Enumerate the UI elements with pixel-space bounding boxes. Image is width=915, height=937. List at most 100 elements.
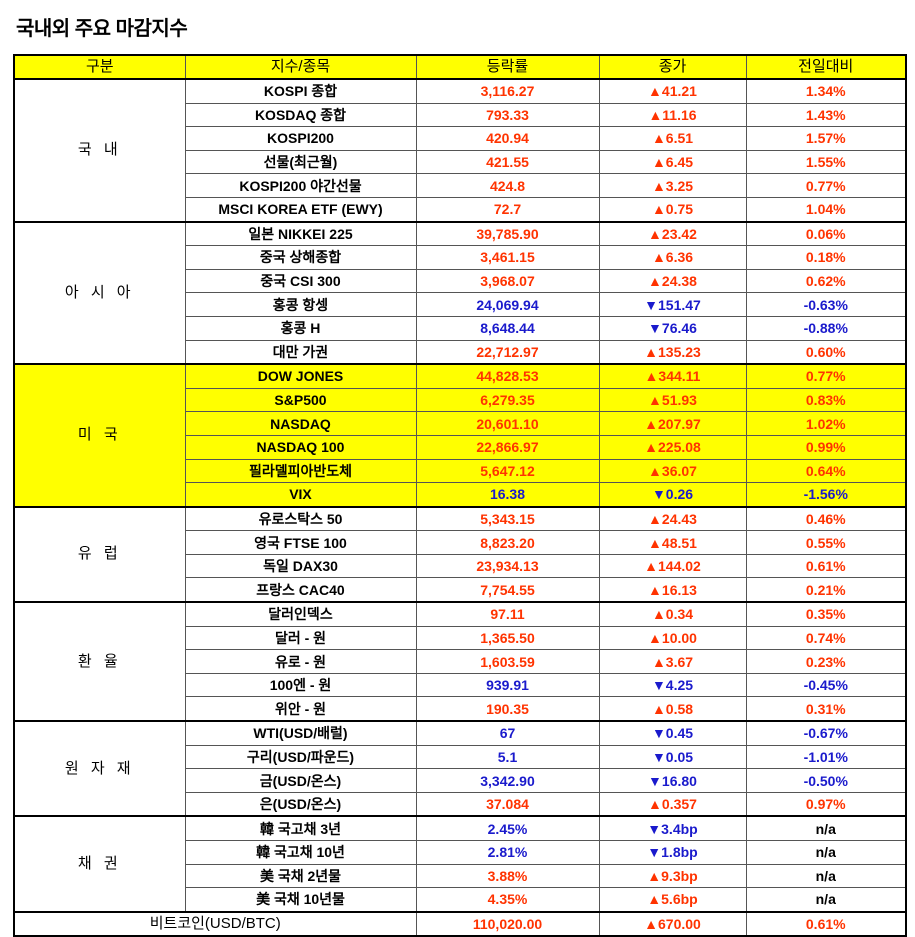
header-category: 구분 xyxy=(13,54,186,80)
index-change: ▲0.357 xyxy=(598,791,747,817)
index-value: 2.45% xyxy=(415,815,600,842)
index-change: ▲51.93 xyxy=(598,387,747,413)
index-change: ▲135.23 xyxy=(598,339,747,365)
index-change: ▲23.42 xyxy=(598,220,747,247)
table-header-row: 구분 지수/종목 등락률 종가 전일대비 xyxy=(13,54,907,80)
index-pct: -0.63% xyxy=(745,292,907,317)
index-name: 중국 CSI 300 xyxy=(184,268,417,294)
table-row: KOSDAQ 종합 793.33 ▲11.16 1.43% xyxy=(14,102,907,128)
index-value: 190.35 xyxy=(415,696,600,722)
index-value: 5,343.15 xyxy=(415,505,600,532)
index-value: 20,601.10 xyxy=(415,411,600,436)
index-change: ▼151.47 xyxy=(598,292,747,317)
table-row: 美 국채 2년물 3.88% ▲9.3bp n/a xyxy=(14,863,907,889)
index-name: MSCI KOREA ETF (EWY) xyxy=(184,196,417,223)
index-name: S&P500 xyxy=(184,387,417,413)
index-change: ▲41.21 xyxy=(598,78,747,104)
index-name: 선물(최근월) xyxy=(184,149,417,175)
index-value: 2.81% xyxy=(415,840,600,865)
index-value: 97.11 xyxy=(415,601,600,627)
table-row: 환 율 달러인덱스 97.11 ▲0.34 0.35% xyxy=(13,601,907,722)
table-row: 영국 FTSE 100 8,823.20 ▲48.51 0.55% xyxy=(14,530,907,555)
index-value: 3,968.07 xyxy=(415,268,600,294)
index-change: ▼3.4bp xyxy=(598,815,747,842)
header-value: 등락률 xyxy=(415,54,600,80)
index-change: ▲6.36 xyxy=(598,245,747,270)
index-pct: 0.77% xyxy=(745,173,907,198)
table-row: 달러 - 원 1,365.50 ▲10.00 0.74% xyxy=(14,625,907,651)
index-pct: 0.83% xyxy=(745,387,907,413)
table-row: 유 럽 유로스탁스 50 5,343.15 ▲24.43 0.46% xyxy=(13,505,907,603)
index-pct: 1.43% xyxy=(745,102,907,128)
index-value: 3.88% xyxy=(415,863,600,889)
index-name: NASDAQ 100 xyxy=(184,434,417,460)
index-value: 24,069.94 xyxy=(415,292,600,317)
index-name: KOSDAQ 종합 xyxy=(184,102,417,128)
index-value: 4.35% xyxy=(415,887,600,913)
index-change: ▲6.45 xyxy=(598,149,747,175)
page-title: 국내외 주요 마감지수 xyxy=(16,18,188,40)
header-change: 종가 xyxy=(598,54,747,80)
index-change: ▲16.13 xyxy=(598,577,747,603)
index-pct: 1.04% xyxy=(745,196,907,223)
index-change: ▼0.26 xyxy=(598,482,747,508)
table-row: 선물(최근월) 421.55 ▲6.45 1.55% xyxy=(14,149,907,175)
category-cell: 채 권 xyxy=(13,815,186,913)
index-pct: 0.35% xyxy=(745,601,907,627)
index-change: ▲3.25 xyxy=(598,173,747,198)
index-pct: 0.77% xyxy=(745,363,907,389)
index-value: 8,823.20 xyxy=(415,530,600,555)
table-row: 美 국채 10년물 4.35% ▲5.6bp n/a xyxy=(14,887,907,913)
index-name: 비트코인(USD/BTC) xyxy=(13,910,417,937)
index-name: 일본 NIKKEI 225 xyxy=(184,220,417,247)
index-name: 구리(USD/파운드) xyxy=(184,744,417,770)
index-change: ▲48.51 xyxy=(598,530,747,555)
index-name: 금(USD/온스) xyxy=(184,768,417,793)
index-change: ▲11.16 xyxy=(598,102,747,128)
index-name: DOW JONES xyxy=(184,363,417,389)
index-name: WTI(USD/배럴) xyxy=(184,720,417,746)
index-change: ▼0.05 xyxy=(598,744,747,770)
index-pct: -0.50% xyxy=(745,768,907,793)
index-pct: 0.62% xyxy=(745,268,907,294)
category-cell: 아 시 아 xyxy=(13,220,186,365)
index-change: ▲344.11 xyxy=(598,363,747,389)
index-pct: 1.02% xyxy=(745,411,907,436)
index-value: 1,365.50 xyxy=(415,625,600,651)
index-pct: 0.21% xyxy=(745,577,907,603)
table-row: VIX 16.38 ▼0.26 -1.56% xyxy=(14,482,907,508)
index-pct: 0.61% xyxy=(745,553,907,579)
index-change: ▲144.02 xyxy=(598,553,747,579)
table-row: 韓 국고채 10년 2.81% ▼1.8bp n/a xyxy=(14,840,907,865)
index-change: ▲670.00 xyxy=(598,910,747,937)
index-pct: 0.18% xyxy=(745,245,907,270)
index-pct: n/a xyxy=(745,887,907,913)
index-value: 22,866.97 xyxy=(415,434,600,460)
index-name: 韓 국고채 10년 xyxy=(184,840,417,865)
index-change: ▲225.08 xyxy=(598,434,747,460)
index-change: ▲6.51 xyxy=(598,126,747,151)
index-value: 420.94 xyxy=(415,126,600,151)
index-pct: n/a xyxy=(745,815,907,842)
table-row: 중국 상해종합 3,461.15 ▲6.36 0.18% xyxy=(14,245,907,270)
market-index-table: 구분 지수/종목 등락률 종가 전일대비 국 내 KOSPI 종합 3,116.27… xyxy=(13,54,907,937)
index-value: 3,116.27 xyxy=(415,78,600,104)
index-name: 美 국채 2년물 xyxy=(184,863,417,889)
index-change: ▲5.6bp xyxy=(598,887,747,913)
category-cell: 유 럽 xyxy=(13,505,186,603)
index-value: 793.33 xyxy=(415,102,600,128)
index-pct: -0.45% xyxy=(745,672,907,698)
index-name: 유로 - 원 xyxy=(184,649,417,674)
table-row: S&P500 6,279.35 ▲51.93 0.83% xyxy=(14,387,907,413)
index-name: 100엔 - 원 xyxy=(184,672,417,698)
index-pct: 0.55% xyxy=(745,530,907,555)
index-value: 44,828.53 xyxy=(415,363,600,389)
index-value: 37.084 xyxy=(415,791,600,817)
table-row: 은(USD/온스) 37.084 ▲0.357 0.97% xyxy=(14,791,907,817)
index-change: ▼4.25 xyxy=(598,672,747,698)
index-change: ▲36.07 xyxy=(598,458,747,484)
table-row: 미 국 DOW JONES 44,828.53 ▲344.11 0.77% xyxy=(13,363,907,508)
index-value: 5,647.12 xyxy=(415,458,600,484)
index-name: VIX xyxy=(184,482,417,508)
